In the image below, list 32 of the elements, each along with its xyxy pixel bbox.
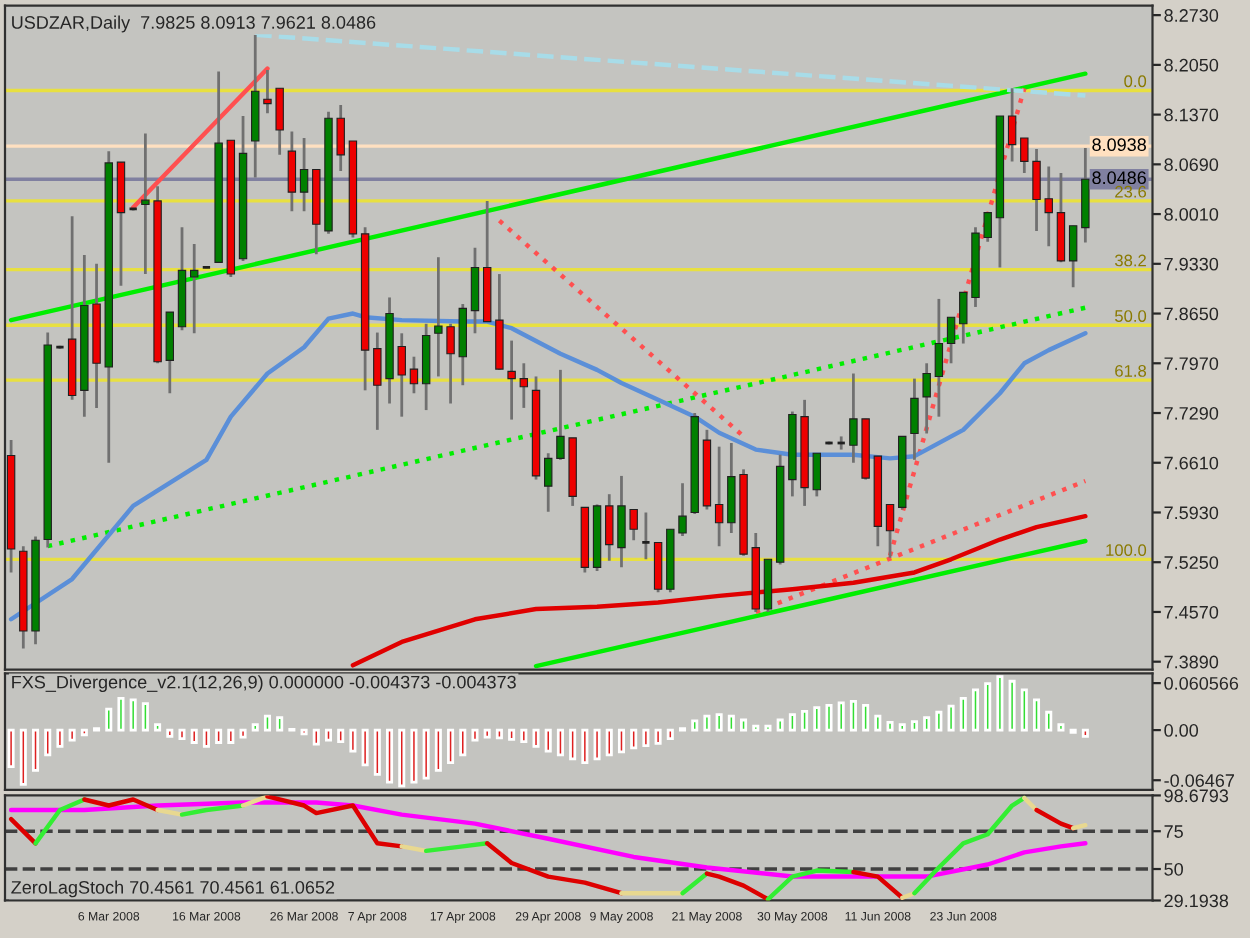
y-tick-label: 0.00	[1164, 724, 1199, 737]
y-tick-label: 7.8650	[1164, 307, 1219, 321]
y-tick-label: 8.1370	[1164, 108, 1219, 122]
y-tick-label: 29.1938	[1164, 894, 1229, 908]
y-tick-label: -0.06467	[1164, 774, 1234, 787]
annotation: 50.0	[1114, 310, 1147, 322]
y-tick-label: 8.0010	[1164, 208, 1219, 221]
ref-line-label: 8.0486	[1092, 171, 1146, 185]
text: ZeroLagStoch 70.4561 70.4561 61.0652	[11, 880, 335, 898]
annotation: 23.6	[1115, 185, 1147, 198]
y-tick-label: 8.2050	[1164, 58, 1219, 72]
annotation: 38.2	[1114, 254, 1146, 267]
annotation: 0.0	[1124, 75, 1147, 88]
y-tick-label: 98.6793	[1164, 789, 1229, 803]
y-tick-label: 7.7290	[1164, 406, 1219, 420]
annotation: 100.0	[1106, 544, 1147, 556]
chart-title: FXS_Divergence_v2.1(12,26,9) 0.000000 -0.004373 -0.004373	[12, 675, 516, 693]
y-tick-label: 8.2730	[1164, 9, 1219, 22]
y-tick-label: 50	[1164, 862, 1183, 876]
y-tick-label: 7.6610	[1164, 456, 1219, 470]
y-tick-label: 7.5930	[1164, 506, 1219, 520]
y-tick-label: 7.4570	[1164, 605, 1219, 619]
text: USDZAR,Daily 7.9825 8.0913 7.9621 8.0486	[12, 15, 376, 33]
ref-line-label: 8.0938	[1092, 138, 1146, 152]
y-tick-label: 7.9330	[1164, 257, 1219, 271]
y-tick-label: 75	[1164, 825, 1183, 838]
y-tick-label: 7.5250	[1164, 556, 1219, 569]
y-tick-label: 8.0690	[1164, 158, 1219, 172]
y-tick-label: 7.7970	[1164, 357, 1219, 370]
annotation: 61.8	[1115, 365, 1147, 377]
y-tick-label: 7.3890	[1164, 655, 1219, 669]
y-tick-label: 0.060566	[1164, 677, 1239, 690]
